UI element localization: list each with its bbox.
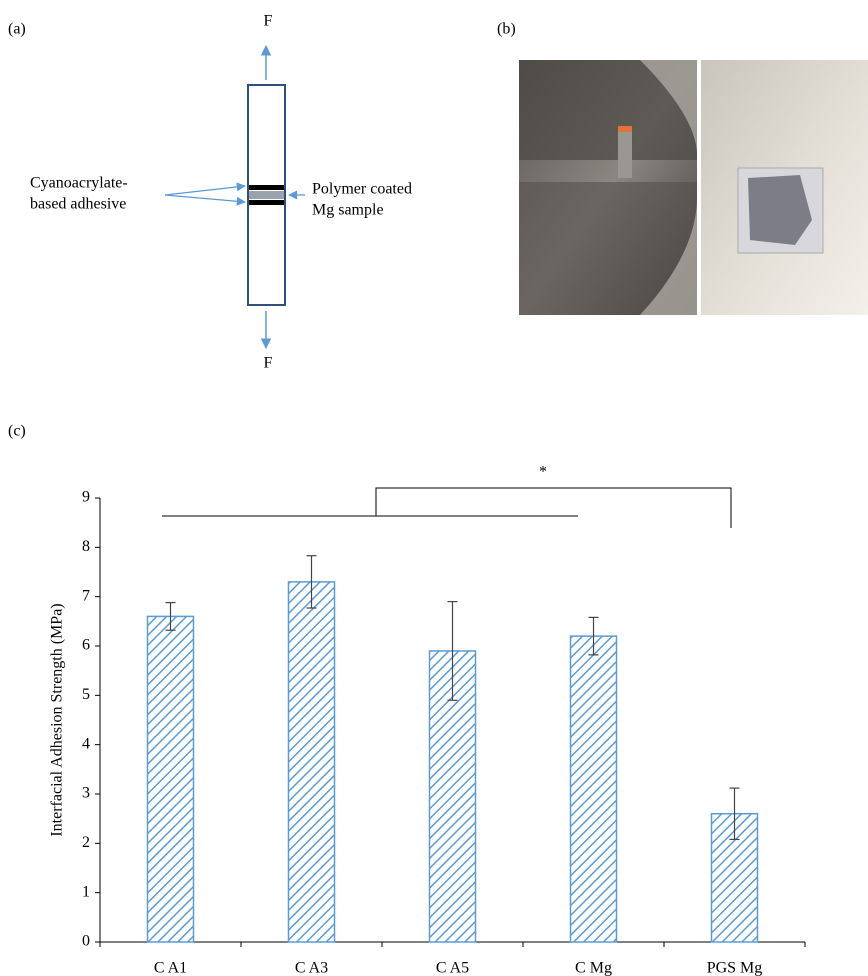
- y-tick-label: 6: [82, 637, 90, 654]
- y-tick-label: 8: [82, 538, 90, 555]
- panel-label: (c): [8, 423, 26, 440]
- panel-label: (a): [8, 21, 26, 38]
- panel-label: (b): [497, 21, 516, 38]
- bar: [289, 582, 335, 942]
- adhesive-layer: [249, 185, 284, 190]
- x-tick-label: C A5: [436, 960, 469, 976]
- x-tick-label: C A1: [154, 960, 187, 976]
- bar: [571, 636, 617, 942]
- photo: [701, 60, 868, 315]
- y-tick-label: 0: [82, 933, 90, 950]
- figure: (a) F F Cyanoacrylate- based adhesive Po…: [0, 0, 868, 976]
- annotation: Cyanoacrylate-: [30, 175, 128, 192]
- annotation: based adhesive: [30, 196, 126, 213]
- sample-layer: [249, 191, 284, 199]
- y-tick-label: 2: [82, 834, 90, 851]
- x-tick-label: PGS Mg: [707, 960, 763, 976]
- adhesive-layer: [249, 200, 284, 205]
- force-label: F: [264, 355, 273, 372]
- annotation: Polymer coated: [312, 181, 412, 198]
- significance-mark: *: [539, 464, 547, 481]
- photo: [519, 60, 697, 315]
- bar: [148, 616, 194, 942]
- y-tick-label: 3: [82, 785, 90, 802]
- pointer-arrow: [165, 195, 245, 202]
- y-tick-label: 9: [82, 489, 90, 506]
- significance-bracket: [162, 488, 731, 528]
- x-tick-label: C Mg: [575, 960, 612, 976]
- force-label: F: [264, 13, 273, 30]
- y-tick-label: 4: [82, 735, 90, 752]
- y-tick-label: 1: [82, 883, 90, 900]
- x-tick-label: C A3: [295, 960, 328, 976]
- annotation: Mg sample: [312, 202, 384, 219]
- y-tick-label: 5: [82, 686, 90, 703]
- y-axis-label: Interfacial Adhesion Strength (MPa): [49, 603, 66, 836]
- pointer-arrow: [165, 186, 245, 195]
- y-tick-label: 7: [82, 587, 90, 604]
- plot-area: 0 1 2 3 4 5 6 7 8 9 C A1 C A3 C A5 C Mg PGS Mg: [82, 489, 805, 976]
